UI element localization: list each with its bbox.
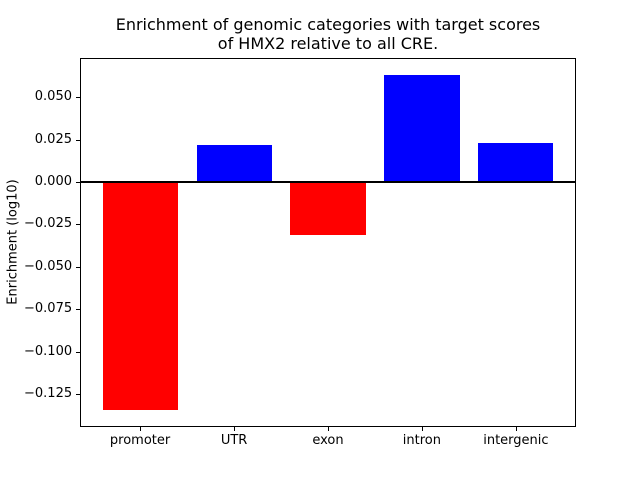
xtick-label-promoter: promoter [109, 433, 171, 448]
ytick-mark [76, 139, 80, 141]
ytick-mark [76, 182, 80, 183]
ytick-mark [76, 266, 80, 268]
ytick-label: 0.050 [34, 89, 72, 105]
chart-title: Enrichment of genomic categories with ta… [80, 15, 576, 53]
xtick-mark [328, 427, 329, 431]
ytick-label: −0.125 [24, 386, 73, 402]
ytick-label: −0.075 [24, 301, 73, 317]
ytick-label: −0.100 [24, 343, 73, 359]
ytick-mark [76, 309, 80, 311]
bar-promoter [102, 182, 178, 410]
xtick-mark [140, 427, 142, 431]
bar-intron [384, 75, 460, 182]
xtick-label-intergenic: intergenic [483, 433, 549, 448]
bar-UTR [196, 144, 272, 182]
zero-line [80, 181, 576, 183]
xtick-label-UTR: UTR [220, 433, 248, 448]
ytick-mark [76, 351, 80, 353]
ytick-mark [76, 224, 80, 226]
ytick-mark [76, 97, 80, 99]
bar-intergenic [478, 142, 554, 182]
chart-title-line-1: Enrichment of genomic categories with ta… [115, 15, 541, 34]
xtick-mark [421, 427, 423, 431]
xtick-mark [234, 427, 236, 431]
y-axis-label: Enrichment (log10) [5, 179, 21, 305]
bar-exon [290, 182, 366, 235]
xtick-mark [515, 427, 517, 431]
ytick-label: −0.050 [24, 258, 73, 274]
ytick-label: 0.025 [34, 131, 72, 147]
chart-title-line-2: of HMX2 relative to all CRE. [217, 34, 439, 53]
xtick-label-intron: intron [402, 433, 441, 448]
ytick-label: −0.025 [24, 216, 73, 232]
xtick-label-exon: exon [312, 433, 344, 448]
ytick-label: 0.000 [34, 174, 72, 189]
ytick-mark [76, 394, 80, 396]
